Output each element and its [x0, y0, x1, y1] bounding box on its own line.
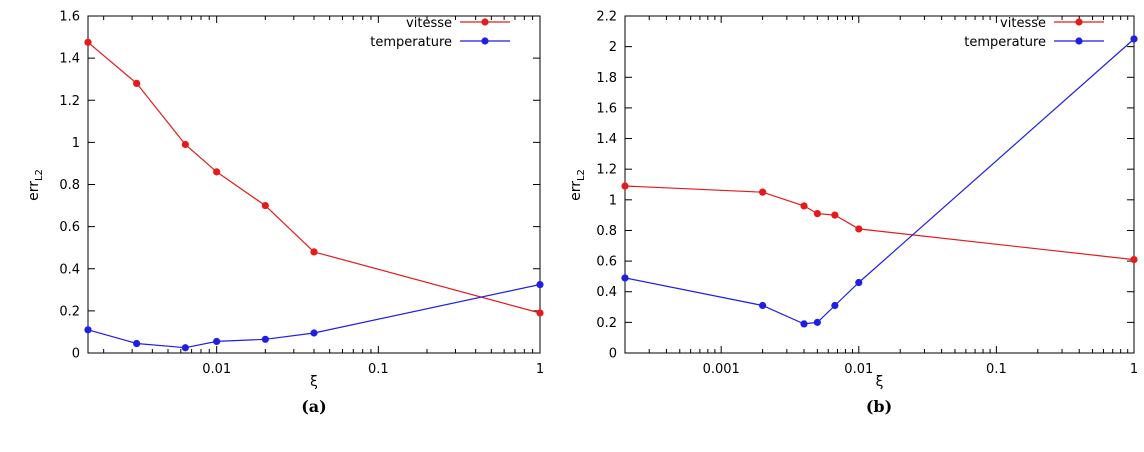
y-tick-label: 0.4	[59, 262, 80, 277]
data-point-vitesse	[1130, 255, 1138, 264]
data-point-temperature	[261, 335, 269, 343]
legend-label: temperature	[370, 35, 452, 50]
data-point-vitesse	[261, 201, 269, 210]
x-tick-label: 0.1	[368, 362, 389, 377]
x-tick-label: 0.01	[844, 362, 873, 377]
data-point-temperature	[759, 301, 767, 310]
data-point-temperature	[831, 301, 839, 310]
data-point-vitesse	[800, 202, 808, 210]
series-line-vitesse	[624, 185, 1135, 261]
chart-1: 0 0.2 0.4 0.6 0.8 1 1.2 1.4 1.6 0.01 0.1 1 vitesse te…	[26, 10, 544, 417]
data-point-vitesse	[813, 210, 821, 218]
data-point-vitesse	[84, 38, 92, 46]
y-tick-label: 1.4	[596, 132, 617, 147]
y-tick-label: 2	[609, 40, 617, 55]
legend-marker	[1075, 37, 1083, 45]
data-point-temperature	[213, 337, 221, 346]
y-tick-label: 0.8	[596, 224, 617, 239]
data-point-temperature	[621, 274, 629, 282]
data-point-temperature	[84, 326, 92, 334]
y-tick-label: 1	[72, 136, 80, 151]
y-tick-label: 1.2	[59, 94, 80, 109]
y-tick-label: 0	[72, 347, 80, 362]
y-tick-label: 0.4	[596, 285, 617, 300]
legend-marker	[481, 18, 489, 26]
data-point-temperature	[800, 320, 808, 328]
x-tick-label: 0.01	[202, 362, 231, 377]
y-tick-label: 0.6	[596, 255, 617, 270]
y-tick-label: 1.4	[59, 52, 80, 67]
data-point-temperature	[1130, 35, 1138, 43]
data-point-vitesse	[310, 248, 318, 256]
legend-marker	[1075, 18, 1083, 26]
legend-label: temperature	[964, 35, 1046, 50]
data-point-vitesse	[213, 168, 221, 176]
data-point-vitesse	[621, 182, 629, 190]
y-tick-label: 2.2	[596, 10, 617, 25]
data-point-vitesse	[536, 309, 544, 317]
y-tick-label: 1.8	[596, 71, 617, 86]
data-point-vitesse	[759, 188, 767, 196]
series-line-vitesse	[87, 41, 541, 314]
plot-frame	[87, 15, 541, 354]
y-tick-label: 0.8	[59, 178, 80, 193]
series-line-temperature	[624, 38, 1135, 325]
x-tick-label: 0.1	[986, 362, 1007, 377]
y-tick-label: 0.6	[59, 220, 80, 235]
data-point-temperature	[181, 344, 189, 352]
data-point-temperature	[536, 280, 544, 289]
data-point-vitesse	[133, 79, 141, 87]
data-point-vitesse	[855, 225, 863, 233]
subfigure-caption: (b)	[866, 397, 892, 416]
data-point-vitesse	[181, 140, 189, 149]
x-tick-label: 1	[1130, 362, 1138, 377]
x-tick-label: 0.001	[703, 362, 740, 377]
y-tick-label: 1.6	[596, 101, 617, 116]
y-tick-label: 0.2	[59, 304, 80, 319]
subfigure-caption: (a)	[301, 397, 327, 416]
data-point-temperature	[855, 278, 863, 287]
legend-label: vitesse	[1000, 16, 1046, 31]
legend-marker	[481, 37, 489, 45]
y-axis-label: errL2	[568, 169, 587, 201]
plot-frame	[624, 15, 1135, 354]
x-axis-label: ξ	[310, 374, 318, 390]
data-point-temperature	[310, 329, 318, 337]
legend-label: vitesse	[406, 16, 452, 31]
y-tick-label: 1.2	[596, 163, 617, 178]
data-point-temperature	[813, 318, 821, 326]
data-point-vitesse	[831, 211, 839, 219]
x-tick-label: 1	[536, 362, 544, 377]
y-tick-label: 0.2	[596, 316, 617, 331]
series-line-temperature	[87, 283, 541, 349]
y-axis-label: errL2	[26, 169, 45, 201]
data-point-temperature	[133, 339, 141, 348]
y-tick-label: 1.6	[59, 10, 80, 25]
chart-2: 0 0.2 0.4 0.6 0.8 1 1.2 1.4 1.6 1.8 2 2.2 0.001 0.01 0…	[568, 10, 1138, 417]
y-tick-label: 0	[609, 347, 617, 362]
y-tick-label: 1	[609, 193, 617, 208]
x-axis-label: ξ	[876, 374, 884, 390]
